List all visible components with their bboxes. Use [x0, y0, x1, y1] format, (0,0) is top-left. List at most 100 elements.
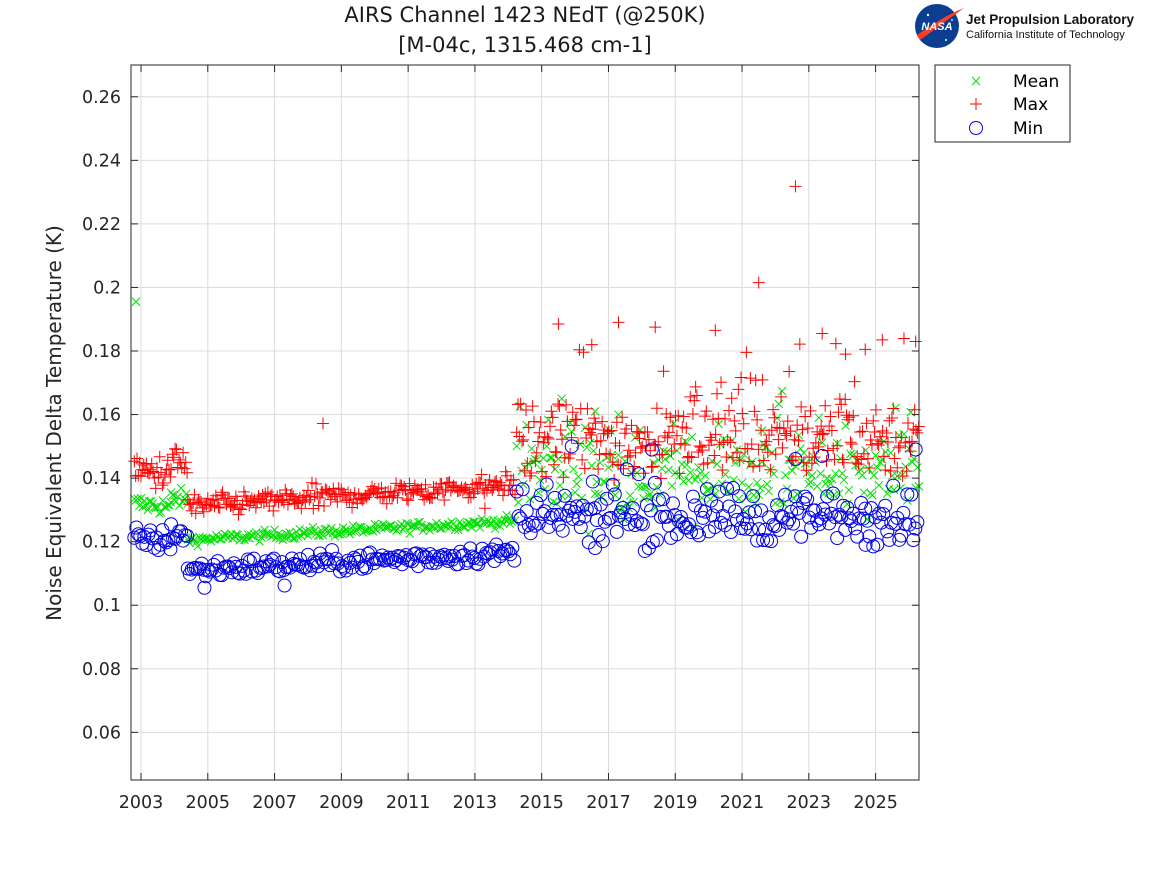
data-point-min: [463, 541, 478, 556]
data-point-min-outlier: [858, 537, 873, 552]
data-point-max: [157, 477, 170, 490]
data-point-max: [776, 441, 789, 454]
data-point-mean: [682, 460, 692, 470]
data-point-mean: [316, 525, 326, 535]
data-point-min: [557, 488, 572, 503]
data-point-max: [817, 427, 830, 440]
data-point-mean: [610, 490, 620, 500]
data-point-min: [232, 566, 247, 581]
data-point-mean: [634, 482, 643, 491]
data-point-max: [832, 406, 845, 419]
data-point-max: [517, 433, 530, 446]
nasa-swoosh-icon: [917, 8, 964, 40]
y-tick-label: 0.12: [82, 533, 121, 553]
data-point-min: [647, 475, 662, 490]
data-point-max-outlier: [816, 327, 829, 340]
data-point-max: [864, 434, 877, 447]
data-point-mean: [831, 469, 840, 479]
legend: Mean Max Min: [934, 64, 1071, 143]
data-point-max: [769, 448, 782, 461]
data-point-mean: [580, 423, 590, 433]
data-point-max: [903, 435, 916, 448]
data-point-max: [797, 456, 810, 469]
data-point-max: [821, 444, 834, 457]
data-point-min: [673, 509, 688, 524]
data-point-max: [905, 435, 918, 448]
data-point-min: [720, 481, 735, 496]
data-point-mean: [582, 443, 592, 452]
data-point-max: [439, 483, 452, 496]
data-point-max: [881, 435, 894, 448]
data-point-min: [439, 551, 454, 566]
data-point-mean: [589, 446, 598, 456]
data-point-max: [709, 428, 722, 441]
data-point-min: [681, 517, 696, 532]
chart-title: AIRS Channel 1423 NEdT (@250K): [344, 3, 705, 27]
data-point-min: [820, 489, 835, 504]
data-point-max: [546, 411, 559, 424]
data-point-mean: [664, 465, 673, 475]
data-point-min: [850, 529, 865, 544]
data-point-mean: [502, 510, 511, 520]
data-point-mean: [176, 483, 186, 493]
data-point-min: [748, 504, 763, 519]
data-point-max: [877, 450, 890, 463]
data-point-max: [568, 419, 581, 432]
data-point-mean: [402, 518, 411, 528]
data-point-min: [908, 521, 923, 536]
data-point-min: [579, 502, 594, 517]
data-point-mean: [569, 464, 578, 474]
data-point-max: [664, 411, 677, 424]
y-tick-label: 0.14: [82, 469, 121, 489]
data-point-max: [783, 365, 796, 378]
data-point-mean: [518, 480, 528, 489]
data-point-mean: [545, 453, 555, 462]
data-point-max: [212, 501, 225, 514]
data-point-min: [153, 537, 168, 552]
data-point-max: [170, 443, 183, 456]
data-point-max: [540, 470, 553, 483]
jpl-logo: NASA Jet Propulsion Laboratory Californi…: [915, 4, 1135, 48]
data-point-max: [520, 403, 533, 416]
data-point-max: [496, 489, 509, 502]
data-point-mean: [670, 468, 680, 478]
data-point-max: [576, 453, 589, 466]
data-point-max: [745, 438, 758, 451]
data-point-min: [683, 524, 698, 539]
data-point-max: [869, 403, 882, 416]
data-point-mean: [764, 486, 774, 496]
data-point-max: [438, 493, 451, 506]
data-point-mean: [370, 519, 380, 529]
data-point-min: [860, 513, 875, 528]
data-point-mean: [869, 470, 879, 480]
data-point-max-outlier: [585, 338, 598, 351]
data-point-max: [460, 483, 473, 496]
data-point-max: [616, 411, 629, 424]
data-point-max: [645, 461, 658, 474]
data-point-max: [205, 499, 218, 512]
data-point-mean: [293, 532, 303, 542]
legend-mean-marker: [971, 76, 981, 86]
data-point-mean: [849, 450, 859, 459]
data-point-max: [475, 468, 488, 481]
data-point-mean: [839, 475, 849, 485]
data-point-min-outlier: [815, 448, 830, 463]
data-point-max: [478, 486, 491, 499]
data-point-mean: [650, 503, 660, 513]
data-point-max: [495, 478, 508, 491]
data-point-max: [239, 490, 252, 503]
data-point-mean: [150, 502, 159, 512]
data-point-max: [724, 436, 737, 449]
data-point-min: [898, 517, 913, 532]
data-point-mean: [535, 475, 545, 485]
legend-max-marker: [970, 98, 982, 110]
legend-mean-x-icon: [971, 76, 981, 86]
data-point-max: [564, 447, 577, 460]
data-point-max: [128, 455, 141, 468]
data-point-min: [730, 512, 745, 527]
data-point-max: [733, 454, 746, 467]
data-point-max: [764, 463, 777, 476]
data-point-max: [554, 423, 567, 436]
data-point-max: [689, 380, 702, 393]
data-point-max: [317, 499, 330, 512]
